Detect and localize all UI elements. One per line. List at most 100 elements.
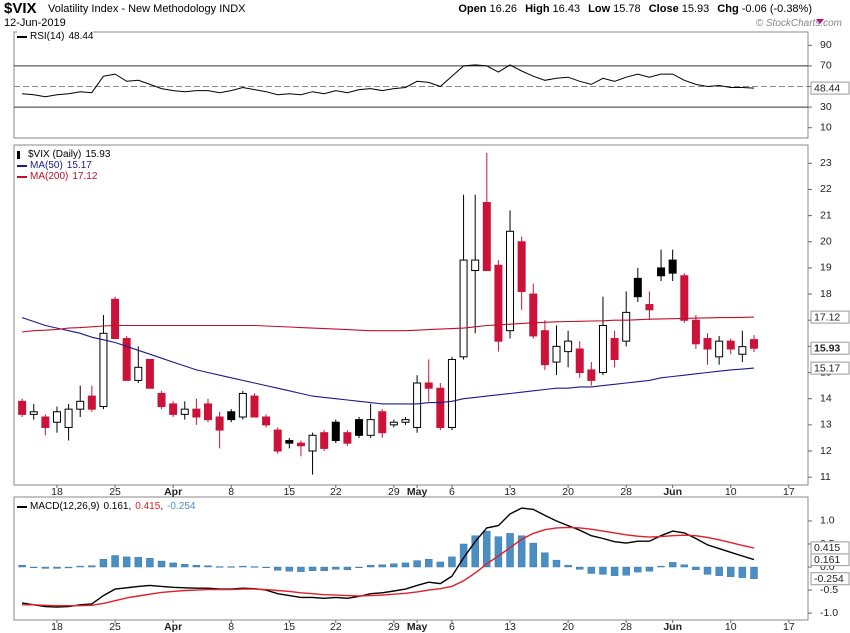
candle-body xyxy=(192,408,201,418)
quote: Open 16.26 High 16.43 Low 15.78 Close 15.93 … xyxy=(453,3,812,15)
candle-body xyxy=(482,202,491,272)
histogram-bar xyxy=(436,561,445,568)
legend: RSI(14) 48.44 xyxy=(17,31,94,42)
histogram-bar xyxy=(192,564,201,568)
histogram-bar xyxy=(425,558,433,568)
x-tick-label: Apr xyxy=(164,621,182,633)
histogram-bar xyxy=(622,566,630,576)
histogram-bar xyxy=(750,566,758,579)
histogram-bar xyxy=(76,565,84,568)
y-tick-label: 14 xyxy=(820,392,832,404)
candle-body xyxy=(169,403,178,415)
candle-body xyxy=(134,366,143,381)
x-tick-label: 25 xyxy=(109,621,121,633)
histogram-bar xyxy=(401,562,410,568)
y-tick-label: 1.0 xyxy=(820,515,835,527)
x-tick-label: 25 xyxy=(109,486,121,498)
candle-body xyxy=(389,421,398,426)
histogram-bar xyxy=(715,566,723,576)
quote-value: 16.26 xyxy=(489,3,518,15)
legend-item: RSI(14) 48.44 xyxy=(17,31,93,42)
histogram-bar xyxy=(366,564,375,568)
candle-body xyxy=(447,358,456,428)
candle-body xyxy=(111,298,120,340)
histogram-bar xyxy=(517,535,526,568)
header: $VIX Volatility Index - New Methodology … xyxy=(0,0,850,32)
value-tag xyxy=(810,81,850,95)
histogram-bar xyxy=(657,565,665,568)
candle-body xyxy=(540,330,549,366)
histogram-bar xyxy=(692,566,700,570)
histogram-bar xyxy=(413,560,421,568)
quote-label: High xyxy=(525,3,550,15)
candle-body xyxy=(145,358,154,389)
candle-body xyxy=(645,304,654,311)
series-line xyxy=(21,317,755,405)
legend: MACD(12,26,9)0.161 0.415 -0.254 xyxy=(17,501,200,512)
candle-body xyxy=(413,382,422,428)
candle-body xyxy=(401,419,410,423)
legend-swatch xyxy=(17,150,20,159)
candle-body xyxy=(64,408,73,428)
candle-body xyxy=(262,416,271,426)
candle-body xyxy=(285,440,294,444)
legend-value: 48.44 xyxy=(68,31,94,42)
candle-body xyxy=(203,403,212,421)
candle-body xyxy=(471,259,480,272)
candle-body xyxy=(29,411,38,415)
histogram-bar xyxy=(204,565,212,568)
x-tick-label: 20 xyxy=(562,621,574,633)
histogram-bar xyxy=(471,535,479,568)
histogram-bar xyxy=(41,566,50,569)
quote-label: Close xyxy=(648,3,679,15)
histogram-bar xyxy=(53,566,61,569)
histogram-bar xyxy=(273,566,282,571)
candle-body xyxy=(378,411,387,434)
security-name: Volatility Index - New Methodology INDX xyxy=(48,3,246,15)
x-tick-label: 8 xyxy=(228,621,234,633)
legend-item: MACD(12,26,9)0.161 0.415 -0.254 xyxy=(17,501,199,512)
rsi-frame xyxy=(13,31,809,139)
candle-body xyxy=(598,324,607,374)
histogram-bar xyxy=(239,565,247,568)
candle-body xyxy=(703,338,712,350)
candle-body xyxy=(157,392,166,408)
histogram-bar xyxy=(599,566,607,575)
legend-value: -0.254 xyxy=(167,501,196,512)
histogram-bar xyxy=(343,566,352,570)
histogram-bar xyxy=(320,566,328,571)
y-tick-label: -1.0 xyxy=(820,607,838,619)
y-tick-label: 21 xyxy=(820,209,832,221)
histogram-bar xyxy=(459,543,468,568)
histogram-bar xyxy=(134,557,142,568)
legend-item: MA(200) 17.12 xyxy=(17,171,110,182)
price-frame xyxy=(13,144,809,486)
symbol: $VIX xyxy=(4,0,37,17)
legend-value: 15.93 xyxy=(85,149,111,160)
candle-body xyxy=(250,395,259,418)
x-tick-label: 17 xyxy=(783,621,795,633)
histogram-bar xyxy=(308,566,317,571)
x-tick-label: 15 xyxy=(283,486,295,498)
histogram-bar xyxy=(355,566,363,569)
y-tick-label: 19 xyxy=(820,262,832,274)
histogram-bar xyxy=(738,566,747,578)
x-tick-label: 8 xyxy=(228,486,234,498)
legend-label: MACD(12,26,9) xyxy=(30,501,100,512)
histogram-bar xyxy=(552,559,561,568)
legend-value: 0.415 xyxy=(135,501,163,512)
legend-value: 15.17 xyxy=(66,160,92,171)
candle-body xyxy=(575,348,584,374)
value-tag xyxy=(810,541,850,555)
histogram-bar xyxy=(587,566,596,574)
candle-body xyxy=(238,392,247,418)
histogram-bar xyxy=(668,562,677,568)
quote-label: Open xyxy=(458,3,487,15)
x-tick-label: May xyxy=(407,486,428,498)
value-tag-label: 15.17 xyxy=(814,362,840,374)
quote-value: 15.78 xyxy=(613,3,641,15)
value-tag-label: 17.12 xyxy=(814,311,840,323)
y-tick-label: 18 xyxy=(820,288,832,300)
histogram-bar xyxy=(634,566,642,573)
